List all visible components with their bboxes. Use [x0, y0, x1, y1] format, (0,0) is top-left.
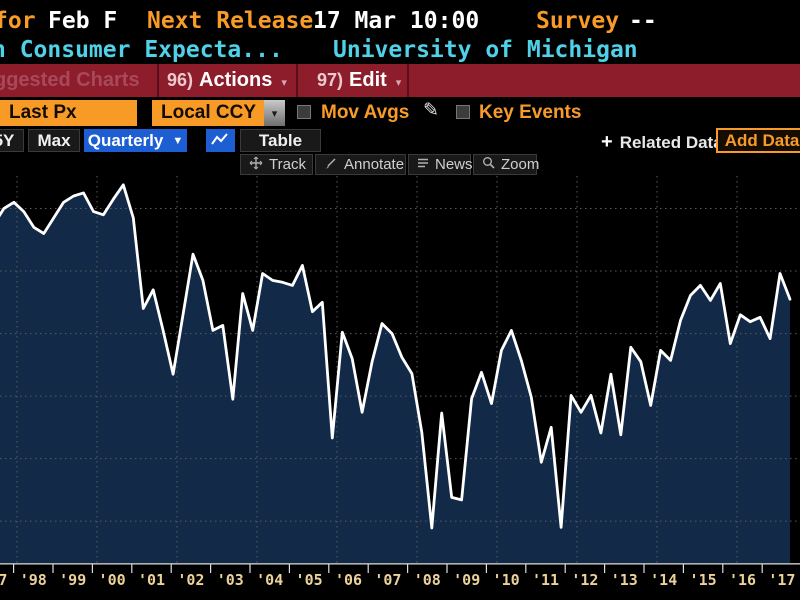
line-chart-icon	[210, 131, 231, 151]
track-icon	[249, 156, 263, 174]
menubar-divider	[157, 64, 159, 97]
x-axis-label: '97	[0, 571, 7, 589]
add-data-button[interactable]: Add Data	[716, 128, 800, 153]
actions-label: Actions	[199, 69, 273, 91]
edit-menu-button[interactable]: 97) Edit ▾	[317, 64, 401, 97]
suggested-charts-label[interactable]: ggested Charts	[0, 69, 140, 91]
x-axis: '97 '98 '99 '00 '01 '02 '03 '04 '05 '06 '07 '08 '09 '…	[0, 562, 800, 589]
next-release-value: 17 Mar 10:00	[313, 8, 480, 34]
related-data-label: Related Data	[619, 132, 723, 152]
key-events-checkbox[interactable]	[456, 105, 470, 119]
x-axis-label: '09	[453, 571, 480, 589]
annotate-icon	[324, 156, 338, 174]
chevron-down-icon: ▾	[281, 76, 287, 89]
currency-dropdown-button[interactable]: ▾	[264, 100, 285, 126]
consumer-expectations-chart[interactable]: '97 '98 '99 '00 '01 '02 '03 '04 '05 '06 '07 '08 '09 '…	[0, 176, 800, 600]
release-for-label: for	[0, 8, 36, 34]
menubar-divider	[296, 64, 298, 97]
annotate-button[interactable]: Annotate	[315, 154, 406, 175]
x-axis-label: '11	[532, 571, 559, 589]
next-release-label: Next Release	[147, 8, 314, 34]
currency-field[interactable]: Local CCY	[152, 100, 264, 126]
x-axis-label: '98	[20, 571, 47, 589]
x-axis-label: '08	[414, 571, 441, 589]
edit-shortcut: 97)	[317, 70, 344, 90]
x-axis-label: '06	[335, 571, 362, 589]
survey-label: Survey	[536, 8, 620, 34]
x-axis-label: '02	[177, 571, 204, 589]
chevron-down-icon: ▾	[395, 76, 402, 89]
key-events-label[interactable]: Key Events	[479, 102, 582, 123]
security-source: University of Michigan	[333, 37, 638, 63]
news-button[interactable]: News	[408, 154, 473, 175]
survey-value: --	[629, 8, 657, 34]
mov-avgs-checkbox[interactable]	[297, 105, 311, 119]
x-axis-label: '03	[217, 571, 244, 589]
chevron-down-icon: ▼	[172, 134, 184, 147]
track-label: Track	[269, 156, 306, 173]
release-period: Feb F	[48, 8, 118, 34]
x-axis-label: '01	[138, 571, 165, 589]
x-axis-label: '04	[256, 571, 283, 589]
tab-range-max[interactable]: Max	[28, 129, 80, 152]
x-axis-label: '17	[768, 571, 795, 589]
frequency-dropdown[interactable]: Quarterly ▼	[84, 129, 187, 152]
menubar-divider	[407, 64, 409, 97]
pencil-icon[interactable]: ✎	[423, 100, 439, 121]
actions-menu-button[interactable]: 96) Actions ▾	[167, 64, 287, 97]
chart-area[interactable]: '97 '98 '99 '00 '01 '02 '03 '04 '05 '06 '07 '08 '09 '…	[0, 176, 800, 600]
chart-type-button[interactable]	[206, 129, 235, 152]
x-axis-label: '16	[729, 571, 756, 589]
gridlines	[0, 176, 800, 563]
track-button[interactable]: Track	[240, 154, 313, 175]
frequency-label: Quarterly	[87, 130, 164, 150]
x-axis-label: '14	[650, 571, 677, 589]
x-axis-label: '00	[99, 571, 126, 589]
x-axis-label: '07	[374, 571, 401, 589]
security-title: n Consumer Expecta...	[0, 37, 283, 63]
edit-label: Edit	[349, 69, 387, 91]
news-icon	[417, 156, 429, 173]
annotate-label: Annotate	[344, 156, 405, 173]
x-axis-label: '12	[571, 571, 598, 589]
mov-avgs-label[interactable]: Mov Avgs	[321, 102, 410, 123]
tab-table[interactable]: Table	[240, 129, 321, 152]
news-label: News	[435, 156, 473, 173]
actions-shortcut: 96)	[167, 70, 194, 90]
plus-icon: +	[601, 131, 613, 153]
related-data-button[interactable]: + Related Data	[601, 131, 723, 154]
x-axis-label: '05	[296, 571, 323, 589]
price-mode-field[interactable]: Last Px	[0, 100, 137, 126]
x-axis-label: '15	[690, 571, 717, 589]
x-axis-label: '10	[493, 571, 520, 589]
menu-bar: ggested Charts 96) Actions ▾ 97) Edit ▾	[0, 64, 800, 97]
area-fill	[0, 184, 790, 563]
zoom-label: Zoom	[501, 156, 540, 173]
x-axis-label: '13	[611, 571, 638, 589]
x-axis-label: '99	[59, 571, 86, 589]
tab-range-5y[interactable]: 5Y	[0, 129, 24, 152]
zoom-button[interactable]: Zoom	[473, 154, 540, 175]
magnifier-icon	[482, 156, 495, 173]
price-line	[0, 183, 792, 530]
